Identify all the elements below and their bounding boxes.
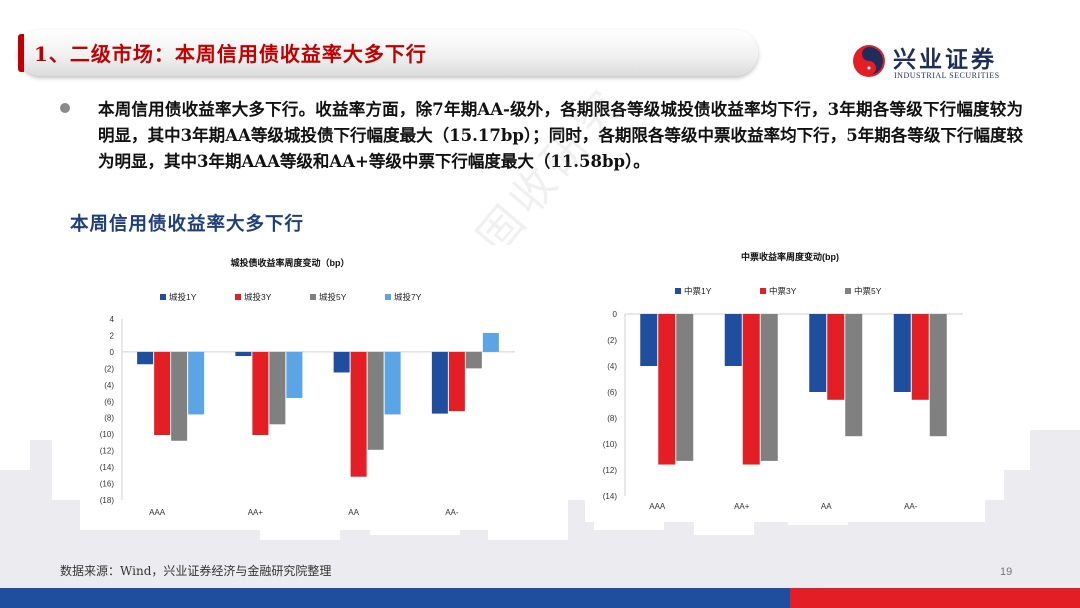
legend-swatch bbox=[675, 288, 681, 294]
footer-bar-red bbox=[790, 588, 1080, 608]
legend-swatch bbox=[385, 294, 391, 300]
company-name-cn: 兴业证券 bbox=[893, 46, 997, 73]
y-tick-label: 2 bbox=[110, 331, 115, 340]
y-tick-label: (2) bbox=[104, 364, 114, 373]
bar-城投3Y-AA bbox=[350, 351, 367, 477]
section-title: 本周信用债收益率大多下行 bbox=[70, 214, 305, 235]
bar-中票5Y-AA- bbox=[929, 314, 947, 437]
bullet-icon bbox=[60, 103, 70, 113]
y-tick-label: (4) bbox=[607, 362, 617, 371]
y-tick-label: (12) bbox=[100, 447, 115, 456]
chart-title: 中票收益率周度变动(bp) bbox=[741, 251, 839, 262]
bar-中票3Y-AA bbox=[827, 314, 845, 400]
bar-中票5Y-AA bbox=[845, 314, 863, 437]
x-category-label: AA+ bbox=[734, 502, 750, 511]
chart-title: 城投债收益率周度变动（bp） bbox=[231, 257, 350, 268]
legend-label: 城投5Y bbox=[319, 292, 347, 302]
bar-中票5Y-AA+ bbox=[760, 314, 778, 461]
bar-城投7Y-AA- bbox=[482, 332, 499, 352]
data-source-note: 数据来源：Wind，兴业证券经济与金融研究院整理 bbox=[60, 564, 332, 578]
bar-城投1Y-AAA bbox=[137, 351, 154, 365]
y-tick-label: 0 bbox=[613, 310, 618, 319]
x-category-label: AAA bbox=[649, 502, 666, 511]
legend-label: 城投7Y bbox=[394, 292, 422, 302]
x-category-label: AAA bbox=[149, 508, 166, 517]
page-title: 1、二级市场：本周信用债收益率大多下行 bbox=[34, 42, 427, 66]
y-tick-label: 4 bbox=[110, 315, 115, 324]
chengtou-bond-chart: 城投债收益率周度变动（bp） 城投1Y 城投3Y 城投5Y 城投7Y 4 2 0 (2) (4) (… bbox=[80, 245, 520, 530]
legend-swatch bbox=[760, 288, 766, 294]
legend-label: 城投1Y bbox=[169, 292, 197, 302]
x-category-label: AA bbox=[821, 502, 832, 511]
page-number: 19 bbox=[1000, 566, 1013, 578]
header-bar bbox=[18, 30, 758, 76]
bar-中票1Y-AA- bbox=[893, 314, 911, 392]
bar-城投7Y-AA+ bbox=[286, 351, 303, 398]
bar-城投7Y-AA bbox=[384, 351, 401, 415]
x-category-label: AA- bbox=[445, 508, 459, 517]
y-tick-label: (18) bbox=[100, 496, 115, 505]
bar-城投5Y-AA+ bbox=[269, 351, 286, 425]
y-tick-label: (6) bbox=[607, 388, 617, 397]
mtn-bond-chart: 中票收益率周度变动(bp) 中票1Y 中票3Y 中票5Y 0 (2) (4) (6) (8) (1… bbox=[585, 240, 985, 522]
chengtou-bond-chart-svg: 城投债收益率周度变动（bp） 城投1Y 城投3Y 城投5Y 城投7Y 4 2 0 (2) (4) (… bbox=[100, 257, 515, 517]
bar-中票3Y-AA- bbox=[911, 314, 929, 400]
y-tick-label: (6) bbox=[104, 397, 114, 406]
bar-城投3Y-AAA bbox=[154, 351, 171, 436]
bar-中票1Y-AAA bbox=[640, 314, 658, 366]
company-name-en: INDUSTRIAL SECURITIES bbox=[894, 71, 1000, 80]
bar-中票1Y-AA+ bbox=[724, 314, 742, 366]
bar-城投5Y-AAA bbox=[171, 351, 188, 441]
y-tick-label: (8) bbox=[607, 414, 617, 423]
summary-paragraph: 本周信用债收益率大多下行。收益率方面，除7年期AA-级外，各期限各等级城投债收益… bbox=[98, 100, 1023, 171]
bar-中票5Y-AAA bbox=[676, 314, 694, 461]
bar-城投3Y-AA+ bbox=[252, 351, 269, 436]
y-tick-label: 0 bbox=[110, 348, 115, 357]
footer-bar-blue bbox=[0, 588, 790, 608]
bar-城投1Y-AA+ bbox=[235, 351, 252, 357]
header-accent bbox=[18, 34, 24, 72]
legend-swatch bbox=[160, 294, 166, 300]
legend-label: 中票5Y bbox=[854, 286, 882, 296]
bar-城投5Y-AA- bbox=[465, 351, 482, 369]
legend-label: 城投3Y bbox=[244, 292, 272, 302]
y-tick-label: (12) bbox=[603, 466, 618, 475]
x-category-label: AA+ bbox=[248, 508, 264, 517]
bar-城投1Y-AA bbox=[333, 351, 350, 373]
legend-swatch bbox=[845, 288, 851, 294]
y-tick-label: (4) bbox=[104, 381, 114, 390]
y-tick-label: (2) bbox=[607, 336, 617, 345]
mtn-bond-chart-svg: 中票收益率周度变动(bp) 中票1Y 中票3Y 中票5Y 0 (2) (4) (6) (8) (1… bbox=[603, 251, 963, 511]
bar-城投1Y-AA- bbox=[431, 351, 448, 414]
bar-中票1Y-AA bbox=[809, 314, 827, 392]
legend-label: 中票3Y bbox=[769, 286, 797, 296]
bar-中票3Y-AA+ bbox=[742, 314, 760, 465]
legend-swatch bbox=[235, 294, 241, 300]
bar-城投7Y-AAA bbox=[188, 351, 205, 415]
y-tick-label: (14) bbox=[100, 463, 115, 472]
legend-label: 中票1Y bbox=[684, 286, 712, 296]
bar-城投5Y-AA bbox=[367, 351, 384, 450]
legend-swatch bbox=[310, 294, 316, 300]
bar-城投3Y-AA- bbox=[448, 351, 465, 412]
y-tick-label: (10) bbox=[603, 440, 618, 449]
y-tick-label: (16) bbox=[100, 480, 115, 489]
bar-中票3Y-AAA bbox=[658, 314, 676, 465]
y-tick-label: (14) bbox=[603, 492, 618, 501]
x-category-label: AA bbox=[348, 508, 359, 517]
y-tick-label: (10) bbox=[100, 430, 115, 439]
company-logo-icon bbox=[853, 45, 885, 77]
x-category-label: AA- bbox=[904, 502, 918, 511]
y-tick-label: (8) bbox=[104, 414, 114, 423]
